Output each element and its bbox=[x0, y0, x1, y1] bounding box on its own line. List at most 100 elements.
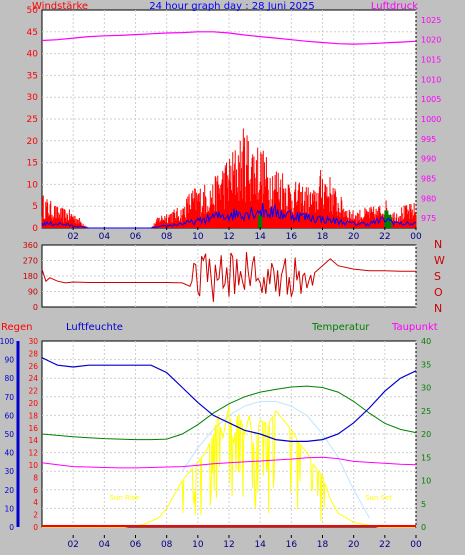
wind-pressure-axes: 0510152025303540455097598098599099510001… bbox=[27, 6, 442, 242]
solar-theoretical-line bbox=[181, 400, 370, 518]
humidity-temperature-axes: 0102030405060708090100024681012141618202… bbox=[0, 337, 431, 550]
wind-direction-line bbox=[41, 252, 416, 302]
rain-y-tick-label: 18 bbox=[28, 411, 38, 420]
humidity-y-tick-label: 60 bbox=[4, 411, 14, 420]
temperature-line bbox=[41, 385, 417, 441]
pressure-y-tick-label: 980 bbox=[421, 194, 436, 203]
rain-y-tick-label: 20 bbox=[28, 399, 38, 408]
wind-y-tick-label: 0 bbox=[32, 224, 38, 234]
pressure-y-tick-label: 1010 bbox=[421, 75, 441, 84]
humidity-temperature-series: Sun Rise Sun Set bbox=[41, 357, 417, 528]
x-tick-label: 22 bbox=[379, 540, 390, 550]
compass-label: W bbox=[434, 254, 445, 267]
x-tick-label: 04 bbox=[99, 232, 111, 242]
compass-label: S bbox=[434, 270, 441, 283]
rain-y-tick-label: 28 bbox=[28, 349, 38, 358]
pressure-y-tick-label: 1020 bbox=[421, 36, 441, 45]
direction-y-tick-label: 90 bbox=[28, 288, 38, 297]
x-tick-label: 14 bbox=[254, 540, 266, 550]
x-tick-label: 02 bbox=[67, 540, 78, 550]
temperature-y-tick-label: 10 bbox=[421, 477, 431, 486]
rain-y-tick-label: 16 bbox=[28, 424, 38, 433]
humidity-y-tick-label: 100 bbox=[0, 337, 14, 346]
wind-y-tick-label: 30 bbox=[27, 93, 39, 103]
x-tick-label: 20 bbox=[348, 540, 360, 550]
dewpoint-axis-title: Taupunkt bbox=[391, 322, 438, 333]
humidity-line bbox=[41, 357, 417, 442]
rain-y-tick-label: 14 bbox=[28, 436, 38, 445]
wind-y-tick-label: 25 bbox=[27, 115, 38, 125]
x-tick-label: 18 bbox=[317, 232, 329, 242]
direction-y-tick-label: 180 bbox=[23, 272, 38, 281]
rain-y-tick-label: 4 bbox=[33, 498, 38, 507]
pressure-line bbox=[41, 31, 417, 45]
humidity-y-tick-label: 70 bbox=[4, 393, 14, 402]
chart-title: 24 hour graph day : 28 Juni 2025 bbox=[149, 1, 315, 12]
rain-y-tick-label: 8 bbox=[33, 473, 38, 482]
rain-y-tick-label: 12 bbox=[28, 449, 38, 458]
x-tick-label: 00 bbox=[410, 232, 422, 242]
humidity-y-tick-label: 80 bbox=[4, 374, 14, 383]
rain-axis-title: Regen bbox=[1, 322, 33, 333]
x-tick-label: 18 bbox=[317, 540, 329, 550]
direction-y-tick-label: 270 bbox=[23, 257, 38, 266]
temperature-y-tick-label: 20 bbox=[421, 430, 431, 439]
x-tick-label: 04 bbox=[99, 540, 111, 550]
pressure-y-tick-label: 1005 bbox=[421, 95, 441, 104]
compass-label: O bbox=[434, 286, 443, 299]
wind-y-tick-label: 15 bbox=[27, 159, 38, 169]
temperature-y-tick-label: 35 bbox=[421, 360, 431, 369]
pressure-y-tick-label: 1015 bbox=[421, 56, 441, 65]
wind-calm-marker bbox=[384, 210, 389, 228]
rain-y-tick-label: 30 bbox=[28, 337, 38, 346]
x-tick-label: 08 bbox=[161, 540, 173, 550]
rain-y-tick-label: 2 bbox=[33, 511, 38, 520]
wind-y-tick-label: 20 bbox=[27, 137, 39, 147]
humidity-y-tick-label: 0 bbox=[9, 523, 14, 532]
wind-axis-title: Windstärke bbox=[32, 1, 88, 12]
pressure-axis-title: Luftdruck bbox=[371, 1, 418, 12]
sun-marker-label: Sun Rise bbox=[109, 494, 139, 502]
sun-marker-label: Sun Set bbox=[365, 494, 392, 502]
pressure-y-tick-label: 1000 bbox=[421, 115, 441, 124]
pressure-y-tick-label: 990 bbox=[421, 155, 436, 164]
temperature-y-tick-label: 30 bbox=[421, 384, 431, 393]
rain-y-tick-label: 0 bbox=[33, 523, 38, 532]
x-tick-label: 06 bbox=[130, 540, 142, 550]
wind-y-tick-label: 5 bbox=[32, 202, 38, 212]
pressure-y-tick-label: 985 bbox=[421, 174, 436, 183]
temperature-y-tick-label: 5 bbox=[421, 500, 426, 509]
x-tick-label: 12 bbox=[223, 232, 234, 242]
rain-y-tick-label: 26 bbox=[28, 362, 38, 371]
rain-y-tick-label: 10 bbox=[28, 461, 38, 470]
wind-y-tick-label: 50 bbox=[27, 6, 39, 16]
x-tick-label: 16 bbox=[286, 540, 298, 550]
x-tick-label: 10 bbox=[192, 232, 204, 242]
temperature-y-tick-label: 15 bbox=[421, 453, 431, 462]
x-tick-label: 00 bbox=[410, 540, 422, 550]
rain-y-tick-label: 24 bbox=[28, 374, 38, 383]
compass-label: N bbox=[434, 302, 442, 315]
wind-pressure-series bbox=[41, 31, 417, 229]
humidity-axis-title: Luftfeuchte bbox=[66, 322, 123, 333]
wind-calm-marker bbox=[258, 214, 263, 228]
x-tick-label: 02 bbox=[67, 232, 78, 242]
compass-label: N bbox=[434, 238, 442, 251]
x-tick-label: 08 bbox=[161, 232, 173, 242]
temperature-y-tick-label: 40 bbox=[421, 337, 431, 346]
x-tick-label: 12 bbox=[223, 540, 234, 550]
wind-calm-marker bbox=[387, 214, 392, 228]
temperature-y-tick-label: 25 bbox=[421, 407, 431, 416]
humidity-y-tick-label: 10 bbox=[4, 504, 14, 513]
humidity-y-tick-label: 20 bbox=[4, 486, 14, 495]
humidity-y-tick-label: 40 bbox=[4, 449, 14, 458]
x-tick-label: 22 bbox=[379, 232, 390, 242]
wind-y-tick-label: 10 bbox=[27, 180, 39, 190]
humidity-y-tick-label: 50 bbox=[4, 430, 14, 439]
rain-y-tick-label: 6 bbox=[33, 486, 38, 495]
wind-y-tick-label: 40 bbox=[27, 50, 39, 60]
direction-y-tick-label: 360 bbox=[23, 241, 38, 250]
wind-y-tick-label: 35 bbox=[27, 71, 38, 81]
pressure-y-tick-label: 1025 bbox=[421, 16, 441, 25]
